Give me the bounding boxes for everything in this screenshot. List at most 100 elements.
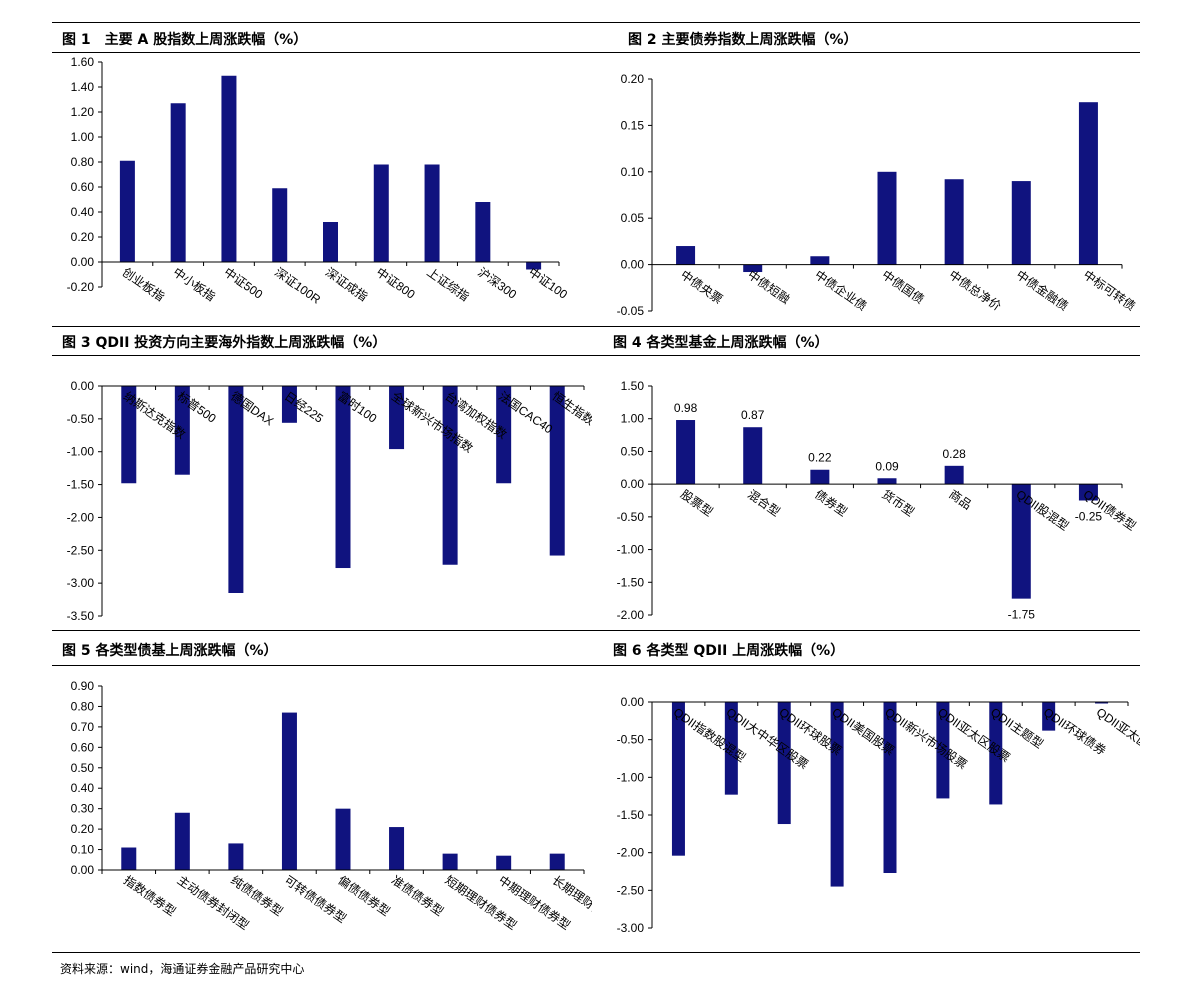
y-tick-label: 0.10 xyxy=(71,843,95,857)
y-tick-label: 0.30 xyxy=(71,802,95,816)
y-tick-label: -3.50 xyxy=(67,609,95,623)
y-tick-label: -0.05 xyxy=(617,304,645,318)
category-label: 中证800 xyxy=(374,264,419,302)
y-tick-label: -2.00 xyxy=(617,608,645,622)
y-tick-label: 0.05 xyxy=(621,211,645,225)
data-label: -0.25 xyxy=(1075,510,1103,524)
bar xyxy=(389,827,405,870)
y-tick-label: 0.00 xyxy=(71,255,95,269)
bar xyxy=(323,222,338,262)
chart-6-qdii-type: 0.00-0.50-1.00-1.50-2.00-2.50-3.00QDII指数… xyxy=(617,695,1140,935)
bar xyxy=(1095,702,1109,704)
bar xyxy=(944,465,964,485)
bar xyxy=(221,75,237,262)
rule-header-1 xyxy=(52,52,1140,53)
y-tick-label: 0.00 xyxy=(71,863,95,877)
y-tick-label: 0.60 xyxy=(71,180,95,194)
category-label: 中债企业债 xyxy=(812,267,870,314)
y-tick-label: 0.80 xyxy=(71,155,95,169)
category-label: 中证500 xyxy=(221,264,266,302)
bar xyxy=(228,843,244,870)
data-label: 0.87 xyxy=(741,408,765,422)
y-tick-label: 0.15 xyxy=(621,118,645,132)
y-tick-label: 0.00 xyxy=(621,258,645,272)
bar xyxy=(389,386,405,450)
bar xyxy=(944,179,964,265)
bar xyxy=(424,164,440,262)
bar xyxy=(121,386,137,484)
category-label: 准债债券型 xyxy=(389,872,447,919)
y-tick-label: -2.00 xyxy=(617,846,645,860)
category-label: 创业板指 xyxy=(120,264,168,304)
chart-3-overseas-index: 0.00-0.50-1.00-1.50-2.00-2.50-3.00-3.50纳… xyxy=(67,379,592,623)
bar xyxy=(170,103,186,262)
bar xyxy=(777,702,791,825)
category-label: 深证100R xyxy=(272,265,323,307)
bar xyxy=(442,853,458,870)
y-tick-label: 0.50 xyxy=(71,761,95,775)
bar xyxy=(830,702,844,887)
bar xyxy=(335,808,351,870)
chart-4-fund-type: 1.50 1.00 0.50 0.00 -0.50 -1.00 -1.50 -2.00 股票型混… xyxy=(617,379,1139,622)
y-tick-label: 0.00 xyxy=(71,379,95,393)
bar xyxy=(526,262,542,270)
rule-header-3 xyxy=(52,665,1140,666)
y-tick-label: -1.00 xyxy=(617,543,645,557)
y-tick-label: -1.00 xyxy=(67,445,95,459)
data-label: 0.28 xyxy=(942,447,966,461)
y-tick-label: 0.20 xyxy=(621,72,645,86)
y-tick-label: 0.00 xyxy=(621,695,645,709)
category-label: 商品 xyxy=(946,486,974,512)
y-tick-label: -0.50 xyxy=(67,412,95,426)
bar xyxy=(743,427,763,485)
y-tick-label: -3.00 xyxy=(617,921,645,935)
category-label: 债券型 xyxy=(812,486,850,519)
bar xyxy=(174,386,190,475)
bar xyxy=(549,386,565,556)
category-label: 股票型 xyxy=(678,487,716,519)
y-tick-label: 1.20 xyxy=(71,105,95,119)
bar xyxy=(936,702,950,799)
bar xyxy=(272,188,288,262)
bar xyxy=(743,264,763,273)
y-tick-label: -0.50 xyxy=(617,510,645,524)
bar xyxy=(335,386,351,569)
y-tick-label: -1.50 xyxy=(617,575,645,589)
y-tick-label: 1.50 xyxy=(621,379,645,393)
bar xyxy=(281,386,297,423)
bar xyxy=(676,420,696,485)
y-tick-label: 0.40 xyxy=(71,781,95,795)
data-label: 0.09 xyxy=(875,459,899,473)
figure-1-title: 图 1 主要 A 股指数上周涨跌幅（%） xyxy=(62,32,308,48)
bar xyxy=(475,202,491,262)
bar xyxy=(989,702,1003,805)
rule-row3 xyxy=(52,630,1140,631)
bar xyxy=(121,847,137,870)
y-tick-label: -1.00 xyxy=(617,770,645,784)
y-tick-label: 0.20 xyxy=(71,230,95,244)
bar xyxy=(671,702,685,856)
category-label: 沪深300 xyxy=(475,265,519,302)
category-label: 指数债券型 xyxy=(121,872,179,919)
y-tick-label: 0.80 xyxy=(71,699,95,713)
data-label: 0.22 xyxy=(808,451,832,465)
bar xyxy=(883,702,897,874)
y-tick-label: -2.50 xyxy=(67,543,95,557)
bar xyxy=(442,386,458,565)
figure-4-title: 图 4 各类型基金上周涨跌幅（%） xyxy=(613,335,829,351)
y-tick-label: 0.40 xyxy=(71,205,95,219)
y-tick-label: 0.20 xyxy=(71,822,95,836)
category-label: 中小板指 xyxy=(170,264,218,304)
category-label: 中债央票 xyxy=(678,267,726,307)
category-label: 中债国债 xyxy=(879,267,927,307)
y-tick-label: 0.50 xyxy=(621,444,645,458)
bar xyxy=(496,855,512,870)
figure-3-title: 图 3 QDII 投资方向主要海外指数上周涨跌幅（%） xyxy=(62,335,387,351)
y-tick-label: 0.90 xyxy=(71,679,95,693)
bar xyxy=(877,171,897,265)
y-tick-label: 0.10 xyxy=(621,165,645,179)
y-tick-label: 0.60 xyxy=(71,740,95,754)
bar xyxy=(724,702,738,795)
y-tick-label: -2.00 xyxy=(67,510,95,524)
y-tick-label: -1.50 xyxy=(617,808,645,822)
